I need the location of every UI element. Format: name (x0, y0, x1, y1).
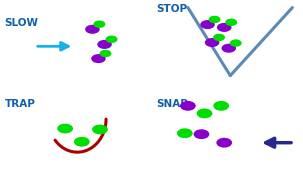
Circle shape (91, 54, 106, 63)
Circle shape (208, 16, 221, 23)
Circle shape (99, 50, 112, 57)
Circle shape (194, 129, 209, 139)
Circle shape (105, 36, 118, 43)
Text: SLOW: SLOW (5, 18, 38, 28)
Circle shape (213, 101, 229, 111)
Circle shape (225, 19, 237, 26)
Circle shape (177, 128, 193, 138)
Text: STOP: STOP (156, 4, 187, 13)
Circle shape (205, 38, 219, 47)
Circle shape (230, 39, 242, 47)
Circle shape (221, 44, 236, 53)
Circle shape (85, 25, 100, 34)
Text: TRAP: TRAP (5, 99, 35, 109)
Circle shape (200, 20, 215, 29)
Circle shape (57, 124, 73, 133)
Circle shape (97, 40, 112, 49)
Circle shape (93, 20, 105, 28)
Circle shape (180, 101, 196, 111)
Circle shape (217, 23, 231, 32)
Circle shape (216, 138, 232, 148)
Text: SNAP: SNAP (156, 99, 188, 109)
Circle shape (197, 108, 212, 118)
Circle shape (74, 137, 90, 147)
Circle shape (213, 34, 225, 41)
Circle shape (92, 125, 108, 134)
